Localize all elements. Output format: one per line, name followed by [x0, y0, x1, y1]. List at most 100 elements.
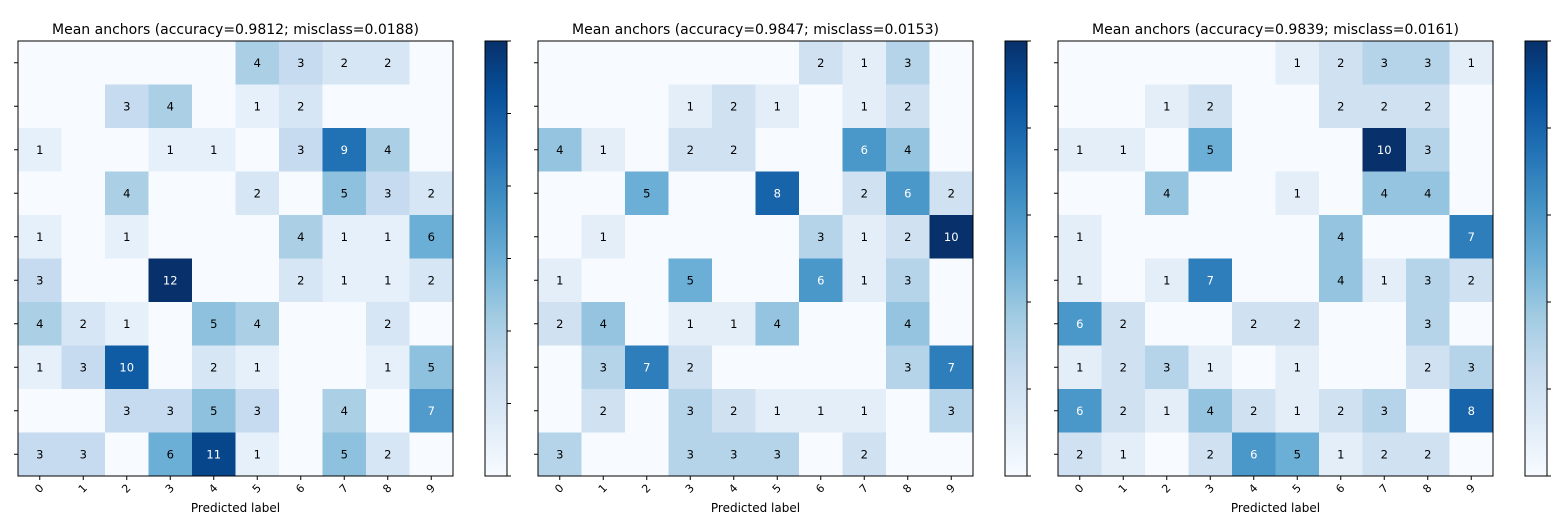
cell-value-label: 4	[341, 404, 348, 418]
cell-value-label: 1	[861, 56, 868, 70]
heatmap-cell	[1406, 84, 1450, 129]
heatmap-cell	[1362, 215, 1407, 259]
heatmap-cell	[799, 128, 843, 172]
heatmap-cell	[192, 432, 236, 477]
cell-value-label: 8	[1468, 404, 1475, 418]
x-axis-label: Predicted label	[191, 501, 280, 515]
heatmap-cell	[538, 432, 582, 477]
heatmap-cell	[105, 41, 149, 85]
heatmap-cell	[799, 258, 843, 303]
heatmap-cell	[1449, 215, 1494, 259]
heatmap-cell	[192, 345, 236, 390]
cell-value-label: 6	[167, 447, 174, 461]
cell-value-label: 1	[1294, 186, 1301, 200]
cell-value-label: 1	[730, 317, 737, 331]
heatmap-cell	[755, 215, 800, 259]
heatmap-cell	[61, 302, 106, 346]
heatmap-cell	[1101, 84, 1146, 129]
heatmap-cell	[625, 215, 669, 259]
cell-value-label: 1	[1163, 404, 1170, 418]
heatmap-cell	[1101, 258, 1146, 303]
cell-value-label: 7	[1468, 230, 1475, 244]
cell-value-label: 5	[210, 404, 217, 418]
cell-value-label: 1	[600, 143, 607, 157]
heatmap-cell	[1232, 389, 1276, 433]
cell-value-label: 2	[687, 360, 694, 374]
heatmap-cell	[1275, 258, 1320, 303]
heatmap-cell	[842, 215, 887, 259]
cell-value-label: 1	[384, 230, 391, 244]
heatmap-cell	[1449, 389, 1494, 433]
cell-value-label: 1	[1207, 360, 1214, 374]
cell-value-label: 10	[1377, 143, 1392, 157]
heatmap-cell	[625, 432, 669, 477]
cell-value-label: 8	[774, 186, 781, 200]
cell-value-label: 1	[1468, 56, 1475, 70]
cell-value-label: 3	[904, 360, 911, 374]
heatmap-cell	[1101, 41, 1146, 85]
cell-value-label: 1	[687, 99, 694, 113]
heatmap-cell	[538, 128, 582, 172]
cell-value-label: 4	[1381, 186, 1388, 200]
cell-value-label: 1	[687, 317, 694, 331]
cell-value-label: 1	[384, 273, 391, 287]
cell-value-label: 3	[36, 447, 43, 461]
cell-value-label: 2	[1250, 404, 1257, 418]
cell-value-label: 11	[206, 447, 221, 461]
heatmap-cell	[18, 84, 62, 129]
cell-value-label: 1	[210, 143, 217, 157]
cell-value-label: 3	[730, 447, 737, 461]
heatmap-cell	[755, 302, 800, 346]
chart-title: Mean anchors (accuracy=0.9839; misclass=…	[1092, 22, 1459, 38]
x-tick-label: 6	[293, 482, 307, 496]
heatmap-cell	[366, 432, 410, 477]
heatmap-cell	[929, 345, 974, 390]
heatmap-cell	[1101, 302, 1146, 346]
heatmap-cell	[1362, 345, 1407, 390]
x-tick-label: 9	[1464, 482, 1478, 496]
heatmap-cell	[61, 171, 106, 216]
cell-value-label: 1	[254, 99, 261, 113]
heatmap-cell	[1058, 171, 1102, 216]
heatmap-cell	[581, 258, 626, 303]
cell-value-label: 2	[730, 99, 737, 113]
heatmap-cell	[1101, 345, 1146, 390]
heatmap-cell	[1232, 302, 1276, 346]
cell-value-label: 2	[297, 99, 304, 113]
heatmap-cell	[538, 389, 582, 433]
heatmap-cell	[668, 215, 713, 259]
heatmap-cell	[1232, 215, 1276, 259]
cell-value-label: 1	[1337, 447, 1344, 461]
heatmap-cell	[799, 41, 843, 85]
heatmap-cell	[148, 171, 193, 216]
heatmap-cell	[1145, 389, 1189, 433]
cell-value-label: 1	[123, 317, 130, 331]
cell-value-label: 2	[817, 56, 824, 70]
colorbar	[484, 40, 508, 477]
heatmap-panel-0: 4 3 2 23 4 1 21 1 1 3 9 44 2 5 3 21 1 4 1 1 63 12 2 1 1 24 2 1 5 4 21 3…	[14, 22, 511, 515]
heatmap-cell	[581, 432, 626, 477]
x-tick-label: 1	[596, 482, 610, 496]
heatmap-cell	[1319, 302, 1363, 346]
heatmap-cell	[322, 215, 367, 259]
heatmap-cell	[1188, 389, 1233, 433]
cell-value-label: 1	[36, 360, 43, 374]
heatmap-cell	[322, 432, 367, 477]
heatmap-cell	[625, 389, 669, 433]
cell-value-label: 1	[1076, 360, 1083, 374]
heatmap-cell	[192, 215, 236, 259]
heatmap-cell	[409, 215, 454, 259]
heatmap-cell	[668, 258, 713, 303]
heatmap-cell	[409, 302, 454, 346]
cell-value-label: 3	[687, 404, 694, 418]
heatmap-cell	[1275, 171, 1320, 216]
heatmap-cell	[1319, 215, 1363, 259]
cell-value-label: 3	[123, 404, 130, 418]
cell-value-label: 1	[123, 230, 130, 244]
cell-value-label: 5	[210, 317, 217, 331]
cell-value-label: 2	[948, 186, 955, 200]
heatmap-cell	[366, 389, 410, 433]
heatmap-cell	[842, 171, 887, 216]
heatmap-cell	[192, 84, 236, 129]
cell-value-label: 3	[384, 186, 391, 200]
